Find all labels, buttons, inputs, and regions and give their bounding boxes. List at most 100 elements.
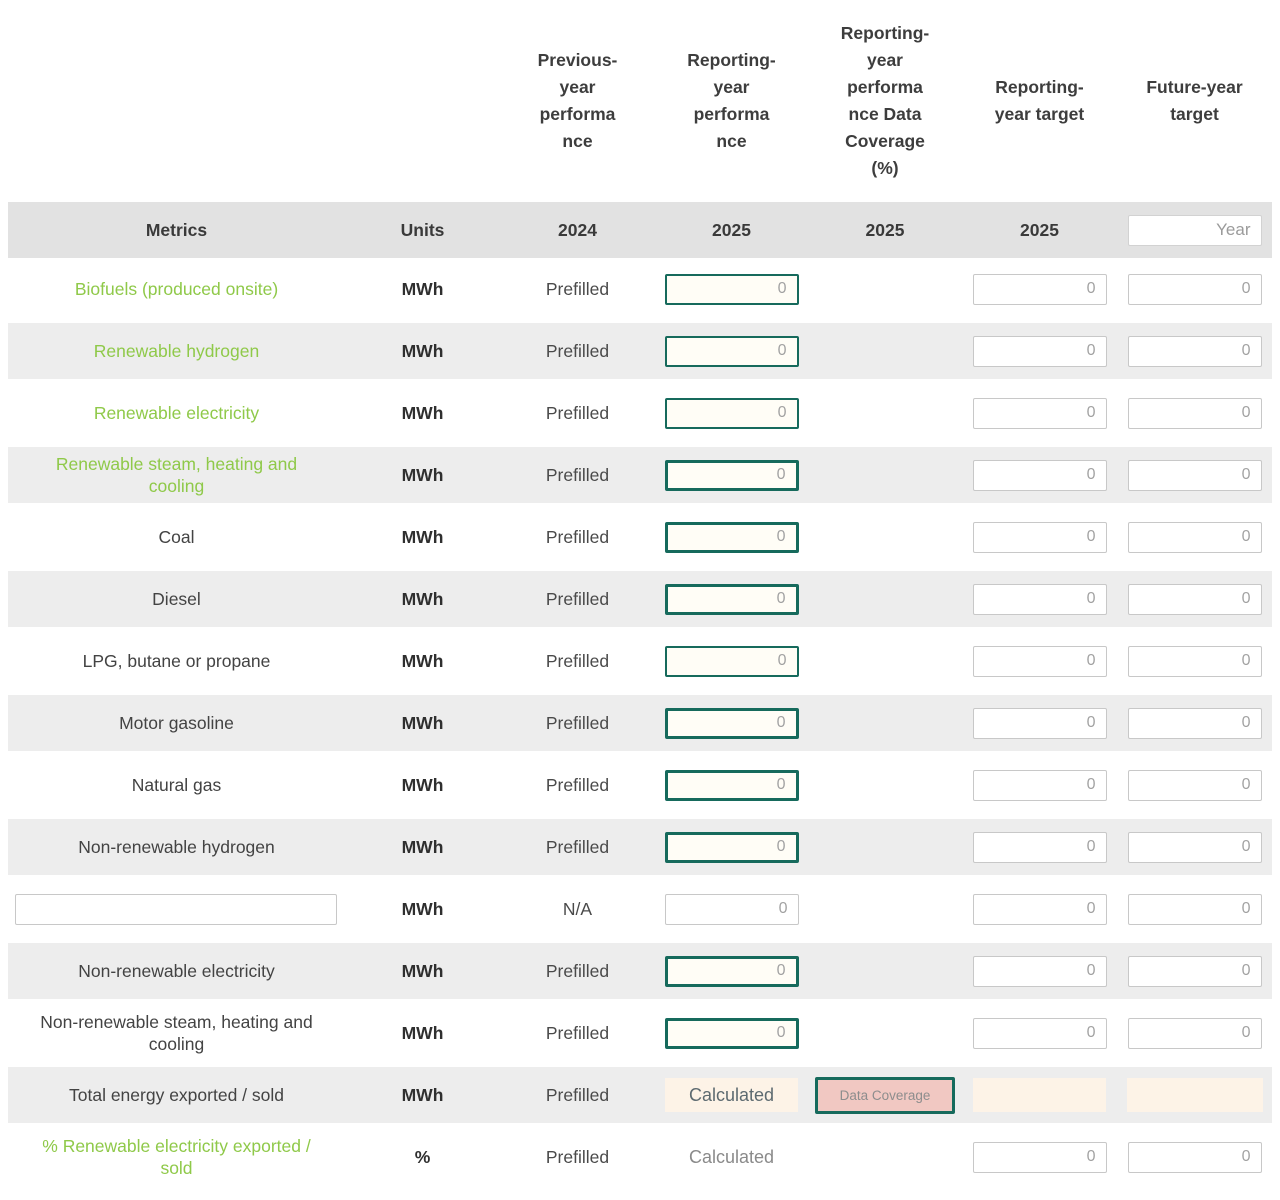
metric-label: % Renewable electricity exported / sold (42, 1136, 311, 1178)
metric-label: Diesel (152, 589, 201, 609)
future-year-target-input[interactable] (1127, 1017, 1262, 1049)
table-row-diesel: Diesel MWh Prefilled (8, 568, 1272, 630)
reporting-year-target-input[interactable] (972, 459, 1107, 491)
metric-label: Non-renewable electricity (78, 961, 275, 981)
col-header-data-coverage: Reporting- year performa nce Data Covera… (840, 23, 930, 178)
units-label: MWh (401, 402, 444, 423)
future-year-target-input[interactable] (1127, 335, 1262, 367)
table-row-nonrenewable-hydrogen: Non-renewable hydrogen MWh Prefilled (8, 816, 1272, 878)
units-label: MWh (401, 712, 444, 733)
future-year-target-input[interactable] (1127, 769, 1262, 801)
subheader-2024: 2024 (558, 219, 597, 240)
subheader-2025-target: 2025 (1020, 219, 1059, 240)
units-label: MWh (401, 960, 444, 981)
previous-year-value: Prefilled (545, 526, 610, 547)
reporting-year-performance-input[interactable] (664, 769, 799, 801)
future-year-target-input[interactable] (1127, 521, 1262, 553)
previous-year-value: Prefilled (545, 402, 610, 423)
reporting-year-target-input[interactable] (972, 273, 1107, 305)
reporting-year-performance-input[interactable] (664, 335, 799, 367)
units-label: MWh (401, 774, 444, 795)
previous-year-value: Prefilled (545, 774, 610, 795)
previous-year-value: Prefilled (545, 464, 610, 485)
future-year-target-input[interactable] (1127, 831, 1262, 863)
calculated-performance-text: Calculated (688, 1146, 775, 1167)
column-headers: Previous- year performa nce Reporting- y… (8, 0, 1272, 202)
reporting-year-target-input[interactable] (972, 955, 1107, 987)
previous-year-value: Prefilled (545, 836, 610, 857)
reporting-year-performance-input[interactable] (664, 583, 799, 615)
future-year-target-input[interactable] (1127, 707, 1262, 739)
reporting-year-performance-input[interactable] (664, 707, 799, 739)
future-year-target-input[interactable] (1127, 955, 1262, 987)
metric-label: Renewable electricity (93, 403, 260, 423)
reporting-year-performance-input[interactable] (664, 645, 799, 677)
metric-label: LPG, butane or propane (82, 651, 271, 671)
data-coverage-button[interactable]: Data Coverage (815, 1076, 955, 1114)
subheader-metrics: Metrics (145, 219, 208, 240)
reporting-year-target-input[interactable] (972, 645, 1107, 677)
reporting-year-performance-input[interactable] (664, 1017, 799, 1049)
future-year-target-input[interactable] (1127, 645, 1262, 677)
future-year-input[interactable] (1127, 214, 1262, 246)
calculated-performance-box: Calculated (665, 1078, 798, 1112)
calculated-target-box (973, 1078, 1106, 1112)
reporting-year-performance-input[interactable] (664, 273, 799, 305)
reporting-year-target-input[interactable] (972, 893, 1107, 925)
units-label: % (414, 1146, 431, 1167)
reporting-year-performance-input[interactable] (664, 831, 799, 863)
metric-label: Motor gasoline (119, 713, 234, 733)
reporting-year-target-input[interactable] (972, 521, 1107, 553)
future-year-target-input[interactable] (1127, 1141, 1262, 1173)
previous-year-value: Prefilled (545, 1146, 610, 1167)
reporting-year-target-input[interactable] (972, 583, 1107, 615)
col-header-future-year-target: Future-year target (1146, 77, 1243, 124)
table-row-total-energy-exported: Total energy exported / sold MWh Prefill… (8, 1064, 1272, 1126)
table-row-motor-gasoline: Motor gasoline MWh Prefilled (8, 692, 1272, 754)
previous-year-value: Prefilled (545, 650, 610, 671)
reporting-year-target-input[interactable] (972, 335, 1107, 367)
reporting-year-performance-input[interactable] (664, 893, 799, 925)
units-label: MWh (401, 340, 444, 361)
col-header-reporting-year-target: Reporting- year target (994, 77, 1085, 124)
table-row-natural-gas: Natural gas MWh Prefilled (8, 754, 1272, 816)
reporting-year-target-input[interactable] (972, 1017, 1107, 1049)
future-year-target-input[interactable] (1127, 273, 1262, 305)
table-row-lpg: LPG, butane or propane MWh Prefilled (8, 630, 1272, 692)
table-row-renewable-steam: Renewable steam, heating and cooling MWh… (8, 444, 1272, 506)
reporting-year-performance-input[interactable] (664, 397, 799, 429)
units-label: MWh (401, 650, 444, 671)
units-label: MWh (401, 898, 444, 919)
units-label: MWh (401, 836, 444, 857)
metric-label: Renewable hydrogen (93, 341, 260, 361)
table-row-renewable-hydrogen: Renewable hydrogen MWh Prefilled (8, 320, 1272, 382)
reporting-year-target-input[interactable] (972, 769, 1107, 801)
future-year-target-input[interactable] (1127, 459, 1262, 491)
table-row-nonrenewable-steam: Non-renewable steam, heating and cooling… (8, 1002, 1272, 1064)
future-year-target-input[interactable] (1127, 893, 1262, 925)
previous-year-value: Prefilled (545, 1022, 610, 1043)
units-label: MWh (401, 588, 444, 609)
metric-label: Natural gas (131, 775, 222, 795)
reporting-year-performance-input[interactable] (664, 521, 799, 553)
previous-year-value: Prefilled (545, 588, 610, 609)
future-year-target-input[interactable] (1127, 397, 1262, 429)
reporting-year-target-input[interactable] (972, 707, 1107, 739)
reporting-year-performance-input[interactable] (664, 955, 799, 987)
units-label: MWh (401, 278, 444, 299)
future-year-target-input[interactable] (1127, 583, 1262, 615)
metric-label: Coal (158, 527, 195, 547)
reporting-year-target-input[interactable] (972, 1141, 1107, 1173)
calculated-future-target-box (1126, 1078, 1263, 1112)
previous-year-value: Prefilled (545, 712, 610, 733)
col-header-previous-year-performance: Previous- year performa nce (537, 50, 618, 151)
metric-label: Non-renewable steam, heating and cooling (40, 1012, 313, 1054)
table-row-renewable-electricity: Renewable electricity MWh Prefilled (8, 382, 1272, 444)
custom-metric-input[interactable] (15, 893, 337, 925)
units-label: MWh (401, 1084, 444, 1105)
reporting-year-target-input[interactable] (972, 397, 1107, 429)
reporting-year-target-input[interactable] (972, 831, 1107, 863)
metric-label: Renewable steam, heating and cooling (55, 454, 298, 496)
reporting-year-performance-input[interactable] (664, 459, 799, 491)
table-row-custom-metric: MWh N/A (8, 878, 1272, 940)
